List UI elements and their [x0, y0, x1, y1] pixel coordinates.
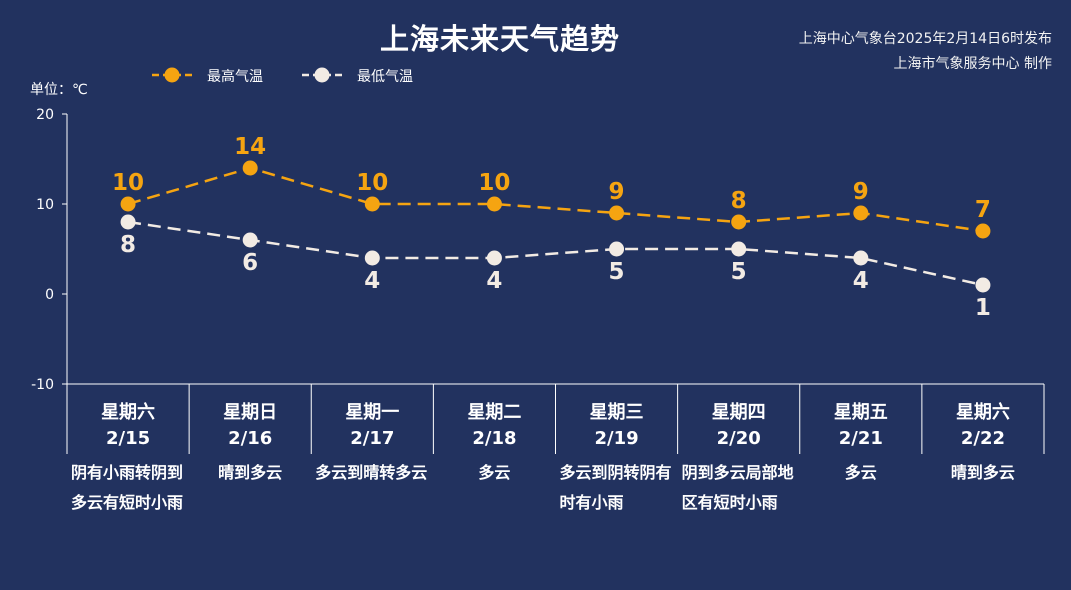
high-temp-point — [975, 223, 991, 239]
publisher-line-1: 上海中心气象台2025年2月14日6时发布 — [798, 31, 1052, 47]
legend-high-marker-icon — [152, 67, 192, 83]
weekday-label: 星期六 — [101, 402, 156, 423]
low-temp-point — [853, 250, 869, 266]
high-temp-label: 7 — [975, 197, 991, 223]
low-temp-point — [731, 241, 747, 257]
weekday-label: 星期日 — [223, 402, 278, 423]
low-temp-label: 6 — [242, 250, 258, 276]
low-temp-point — [242, 232, 258, 248]
day-cell: 星期二 2/18 — [433, 386, 555, 454]
low-temp-point — [609, 241, 625, 257]
low-temp-point — [975, 277, 991, 293]
y-tick-label: 20 — [36, 107, 54, 123]
unit-label: 单位：℃ — [30, 82, 88, 98]
day-cell: 星期六 2/15 — [67, 386, 189, 454]
y-tick-label: 0 — [45, 287, 54, 303]
weather-description: 多云到晴转多云 — [315, 463, 428, 482]
date-label: 2/15 — [105, 428, 151, 449]
high-temp-point — [486, 196, 502, 212]
day-cell: 星期一 2/17 — [311, 386, 433, 454]
high-temp-label: 8 — [731, 188, 747, 214]
legend-high-label: 最高气温 — [207, 69, 263, 85]
weather-description: 阴到多云局部地区有短时小雨 — [681, 463, 794, 512]
day-cell: 星期五 2/21 — [800, 386, 922, 454]
low-temp-label: 1 — [975, 295, 991, 321]
low-temp-label: 5 — [731, 259, 747, 285]
weekday-label: 星期五 — [833, 402, 888, 423]
low-temp-point — [120, 214, 136, 230]
page-title: 上海未来天气趋势 — [379, 22, 620, 56]
weather-description: 多云到阴转阴有时有小雨 — [559, 463, 672, 512]
low-temp-label: 4 — [364, 268, 380, 294]
weekday-label: 星期一 — [345, 402, 400, 423]
weather-description: 晴到多云 — [950, 463, 1015, 482]
weekday-label: 星期三 — [589, 402, 644, 423]
legend-low-label: 最低气温 — [357, 69, 413, 85]
high-temp-point — [364, 196, 380, 212]
high-temp-label: 9 — [853, 179, 869, 205]
high-temp-label: 14 — [234, 134, 266, 160]
low-temp-label: 4 — [853, 268, 869, 294]
high-temp-label: 9 — [609, 179, 625, 205]
day-cell: 星期六 2/22 — [922, 386, 1044, 454]
date-label: 2/22 — [960, 428, 1006, 449]
high-temp-point — [731, 214, 747, 230]
day-cell: 星期三 2/19 — [556, 386, 678, 454]
weather-description: 多云 — [844, 463, 877, 482]
date-label: 2/16 — [228, 428, 273, 449]
date-label: 2/20 — [716, 428, 761, 449]
weekday-label: 星期六 — [955, 402, 1010, 423]
y-tick-label: -10 — [31, 377, 54, 393]
low-temp-point — [486, 250, 502, 266]
high-temp-label: 10 — [112, 170, 144, 196]
weather-description: 晴到多云 — [218, 463, 283, 482]
weekday-label: 星期二 — [467, 402, 522, 423]
low-temp-point — [364, 250, 380, 266]
day-cell: 星期日 2/16 — [189, 386, 311, 454]
day-cell: 星期四 2/20 — [678, 386, 800, 454]
high-temp-point — [120, 196, 136, 212]
low-temp-label: 5 — [609, 259, 625, 285]
weather-description: 多云 — [478, 463, 511, 482]
low-temp-line — [127, 220, 984, 287]
high-temp-label: 10 — [356, 170, 388, 196]
high-temp-label: 10 — [478, 170, 510, 196]
date-label: 2/17 — [350, 428, 395, 449]
high-temp-point — [242, 160, 258, 176]
high-temp-line — [127, 166, 984, 233]
date-label: 2/18 — [472, 428, 517, 449]
date-label: 2/19 — [594, 428, 639, 449]
weekday-label: 星期四 — [711, 402, 766, 423]
high-temp-point — [853, 205, 869, 221]
legend-low-marker-icon — [302, 67, 342, 83]
publisher-line-2: 上海市气象服务中心 制作 — [893, 56, 1052, 72]
weather-description: 阴有小雨转阴到多云有短时小雨 — [71, 463, 184, 512]
high-temp-point — [609, 205, 625, 221]
low-temp-label: 8 — [120, 232, 136, 258]
y-tick-label: 10 — [36, 197, 54, 213]
date-label: 2/21 — [838, 428, 883, 449]
low-temp-label: 4 — [486, 268, 502, 294]
